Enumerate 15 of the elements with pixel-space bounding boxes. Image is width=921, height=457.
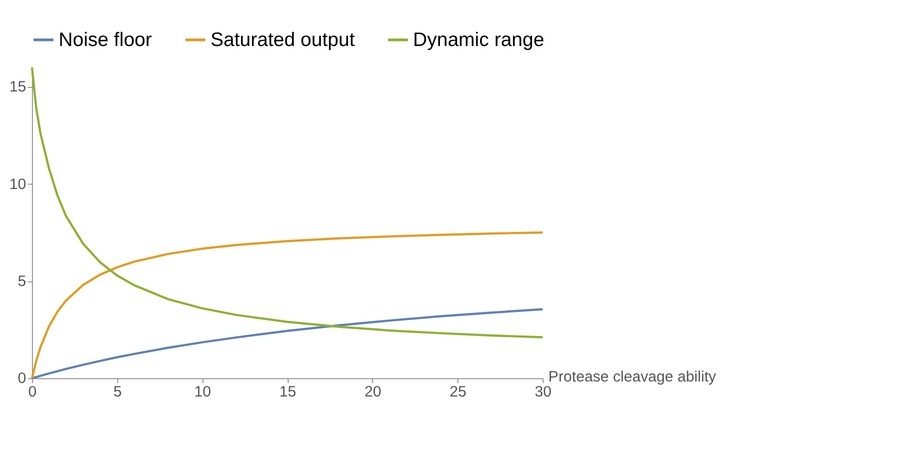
legend-label: Dynamic range bbox=[412, 29, 544, 52]
x-tick-label: 10 bbox=[194, 383, 212, 400]
line-series bbox=[30, 66, 544, 338]
legend-label: Saturated output bbox=[210, 29, 356, 52]
x-tick-label: 15 bbox=[279, 383, 296, 400]
x-axis-title: Protease cleavage ability bbox=[548, 368, 717, 386]
x-tick-label: 20 bbox=[364, 383, 382, 400]
y-tick-label: 0 bbox=[18, 370, 26, 388]
x-tick-label: 5 bbox=[113, 383, 122, 400]
y-tick-label: 5 bbox=[18, 272, 26, 290]
y-tick-label: 10 bbox=[9, 176, 26, 193]
x-tick-label: 25 bbox=[450, 383, 466, 400]
legend-label: Noise floor bbox=[58, 29, 152, 52]
x-tick-label: 30 bbox=[534, 383, 552, 400]
y-tick-label: 15 bbox=[9, 78, 26, 96]
